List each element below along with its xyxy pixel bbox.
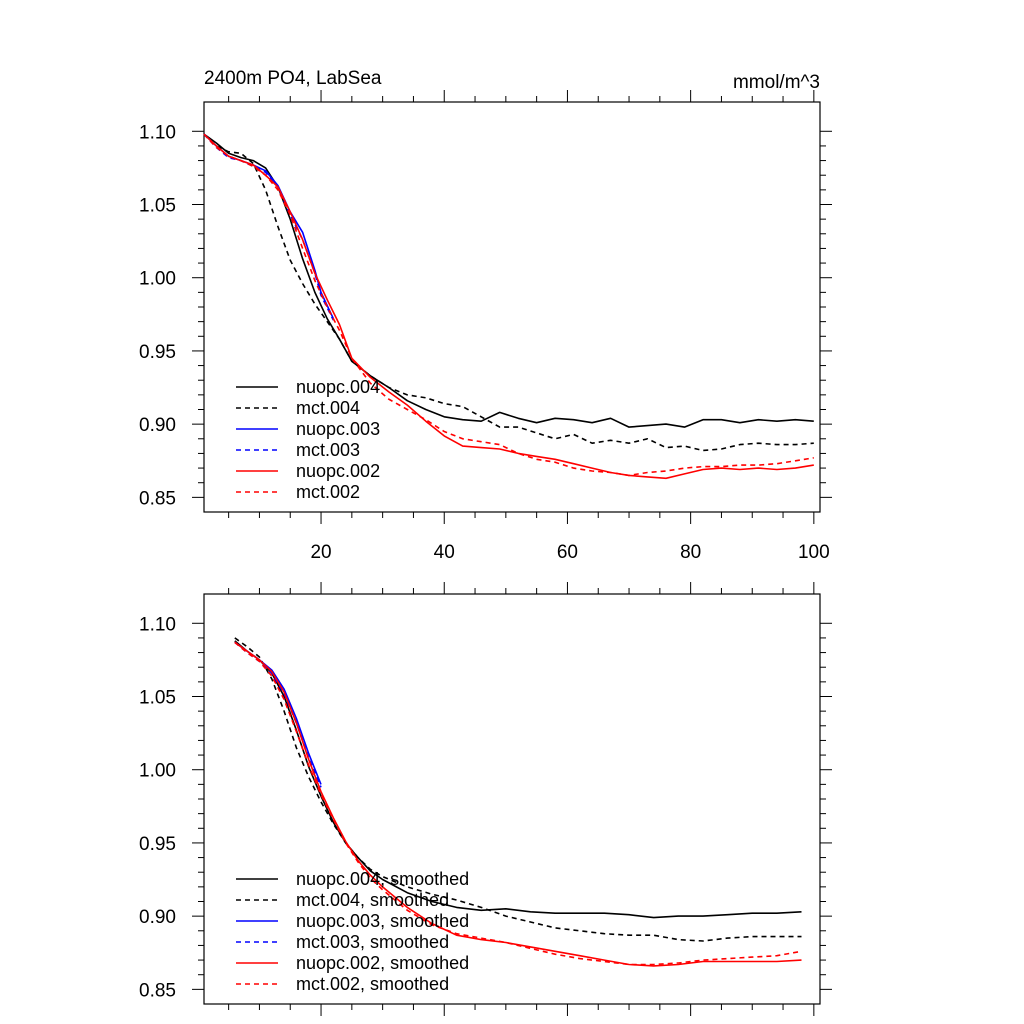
legend-entry: mct.003, smoothed <box>236 932 449 952</box>
x-tick-label: 60 <box>557 542 578 563</box>
y-tick-label: 0.95 <box>139 342 176 363</box>
legend-label: mct.002, smoothed <box>296 974 449 994</box>
chart-bottom: 0.85 0.90 0.95 1.00 1.05 1.10 nuopc.004,… <box>139 582 832 1016</box>
legend-top: nuopc.004 mct.004 nuopc.003 mct.003 nuop… <box>236 377 380 502</box>
chart-top: 2400m PO4, LabSea mmol/m^3 0.85 0.90 0.9… <box>139 68 832 563</box>
y-tick-label: 1.05 <box>139 688 176 709</box>
y-tick-label: 0.90 <box>139 907 176 928</box>
legend-bottom: nuopc.004, smoothed mct.004, smoothed nu… <box>236 869 469 994</box>
y-tick-labels-bottom: 0.85 0.90 0.95 1.00 1.05 1.10 <box>139 614 176 1001</box>
legend-entry: mct.004 <box>236 398 360 418</box>
y-tick-label: 1.05 <box>139 196 176 217</box>
chart-units-label: mmol/m^3 <box>733 72 820 93</box>
x-tick-label: 80 <box>680 542 701 563</box>
legend-entry: mct.003 <box>236 440 360 460</box>
series-line <box>203 133 814 477</box>
legend-entry: nuopc.002, smoothed <box>236 953 469 973</box>
x-tick-label: 20 <box>310 542 331 563</box>
legend-label: mct.004 <box>296 398 360 418</box>
series-line <box>234 637 802 942</box>
legend-label: mct.003 <box>296 440 360 460</box>
series-lines-bottom <box>234 637 802 967</box>
series-line <box>234 641 802 967</box>
ticks-bottom <box>192 582 832 1016</box>
ticks-top <box>192 90 832 524</box>
legend-label: mct.002 <box>296 482 360 502</box>
y-tick-label: 1.00 <box>139 761 176 782</box>
y-tick-label: 0.85 <box>139 488 176 509</box>
legend-entry: nuopc.004 <box>236 377 380 397</box>
y-tick-labels-top: 0.85 0.90 0.95 1.00 1.05 1.10 <box>139 122 176 509</box>
y-tick-label: 0.85 <box>139 980 176 1001</box>
legend-entry: mct.002, smoothed <box>236 974 449 994</box>
legend-label: mct.003, smoothed <box>296 932 449 952</box>
x-tick-labels-top: 20 40 60 80 100 <box>310 542 829 563</box>
legend-label: nuopc.003, smoothed <box>296 911 469 931</box>
legend-entry: nuopc.003, smoothed <box>236 911 469 931</box>
y-tick-label: 1.00 <box>139 269 176 290</box>
legend-label: nuopc.004 <box>296 377 380 397</box>
x-tick-label: 40 <box>434 542 455 563</box>
legend-label: nuopc.002, smoothed <box>296 953 469 973</box>
legend-entry: nuopc.004, smoothed <box>236 869 469 889</box>
legend-label: mct.004, smoothed <box>296 890 449 910</box>
series-line <box>203 133 814 480</box>
legend-label: nuopc.002 <box>296 461 380 481</box>
legend-entry: mct.002 <box>236 482 360 502</box>
chart-title: 2400m PO4, LabSea <box>204 68 382 89</box>
y-tick-label: 1.10 <box>139 122 176 143</box>
y-tick-label: 0.95 <box>139 834 176 855</box>
y-tick-label: 0.90 <box>139 415 176 436</box>
legend-label: nuopc.004, smoothed <box>296 869 469 889</box>
legend-entry: nuopc.002 <box>236 461 380 481</box>
legend-entry: mct.004, smoothed <box>236 890 449 910</box>
y-tick-label: 1.10 <box>139 614 176 635</box>
x-tick-label: 100 <box>798 542 830 563</box>
series-lines-top <box>203 133 814 480</box>
legend-entry: nuopc.003 <box>236 419 380 439</box>
legend-label: nuopc.003 <box>296 419 380 439</box>
